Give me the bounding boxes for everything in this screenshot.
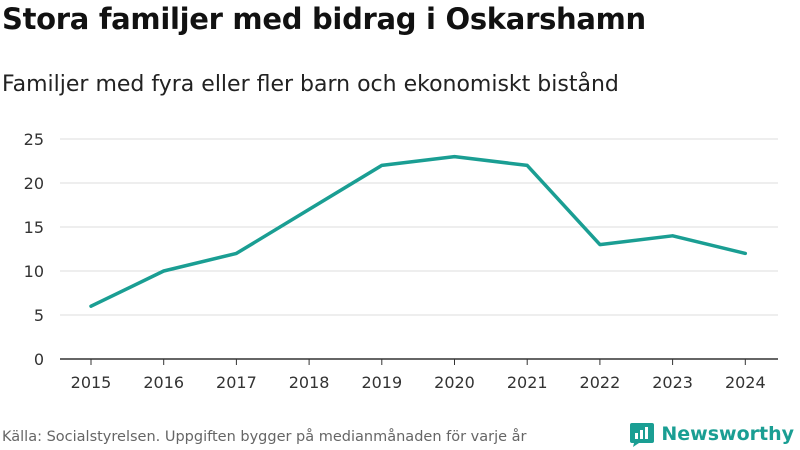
y-tick-label: 25 bbox=[24, 130, 44, 149]
chart-subtitle: Familjer med fyra eller fler barn och ek… bbox=[2, 72, 619, 97]
axes: 0 5 10 15 20 25 2015 2016 2017 2018 2019 2020 2021 20… bbox=[24, 130, 778, 392]
x-tick-label: 2018 bbox=[289, 373, 330, 392]
x-tick-label: 2015 bbox=[71, 373, 112, 392]
series-layer bbox=[89, 154, 748, 308]
x-tick-label: 2020 bbox=[434, 373, 475, 392]
x-tick-label: 2017 bbox=[216, 373, 257, 392]
x-tick-label: 2022 bbox=[580, 373, 621, 392]
x-tick-label: 2023 bbox=[652, 373, 693, 392]
x-tick-label: 2016 bbox=[143, 373, 184, 392]
y-tick-label: 10 bbox=[24, 262, 44, 281]
x-tick-label: 2024 bbox=[725, 373, 766, 392]
y-tick-label: 5 bbox=[34, 306, 44, 325]
y-tick-label: 20 bbox=[24, 174, 44, 193]
series-line bbox=[89, 154, 748, 308]
x-tick-label: 2019 bbox=[361, 373, 402, 392]
brand-logo: Newsworthy bbox=[629, 420, 794, 448]
x-tick-label: 2021 bbox=[507, 373, 548, 392]
gridlines bbox=[60, 138, 778, 316]
y-tick-label: 15 bbox=[24, 218, 44, 237]
y-tick-label: 0 bbox=[34, 350, 44, 369]
source-note: Källa: Socialstyrelsen. Uppgiften bygger… bbox=[2, 429, 527, 445]
chart-title: Stora familjer med bidrag i Oskarshamn bbox=[2, 2, 646, 36]
newsworthy-icon bbox=[630, 423, 655, 447]
brand-name: Newsworthy bbox=[661, 423, 794, 445]
